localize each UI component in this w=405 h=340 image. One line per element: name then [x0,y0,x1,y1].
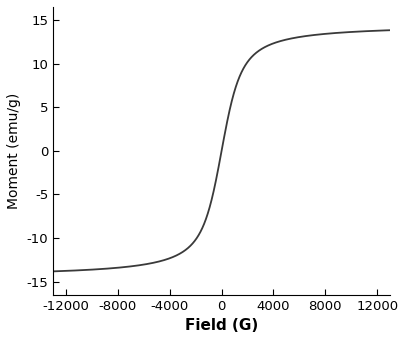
X-axis label: Field (G): Field (G) [185,318,258,333]
Y-axis label: Moment (emu/g): Moment (emu/g) [7,93,21,209]
